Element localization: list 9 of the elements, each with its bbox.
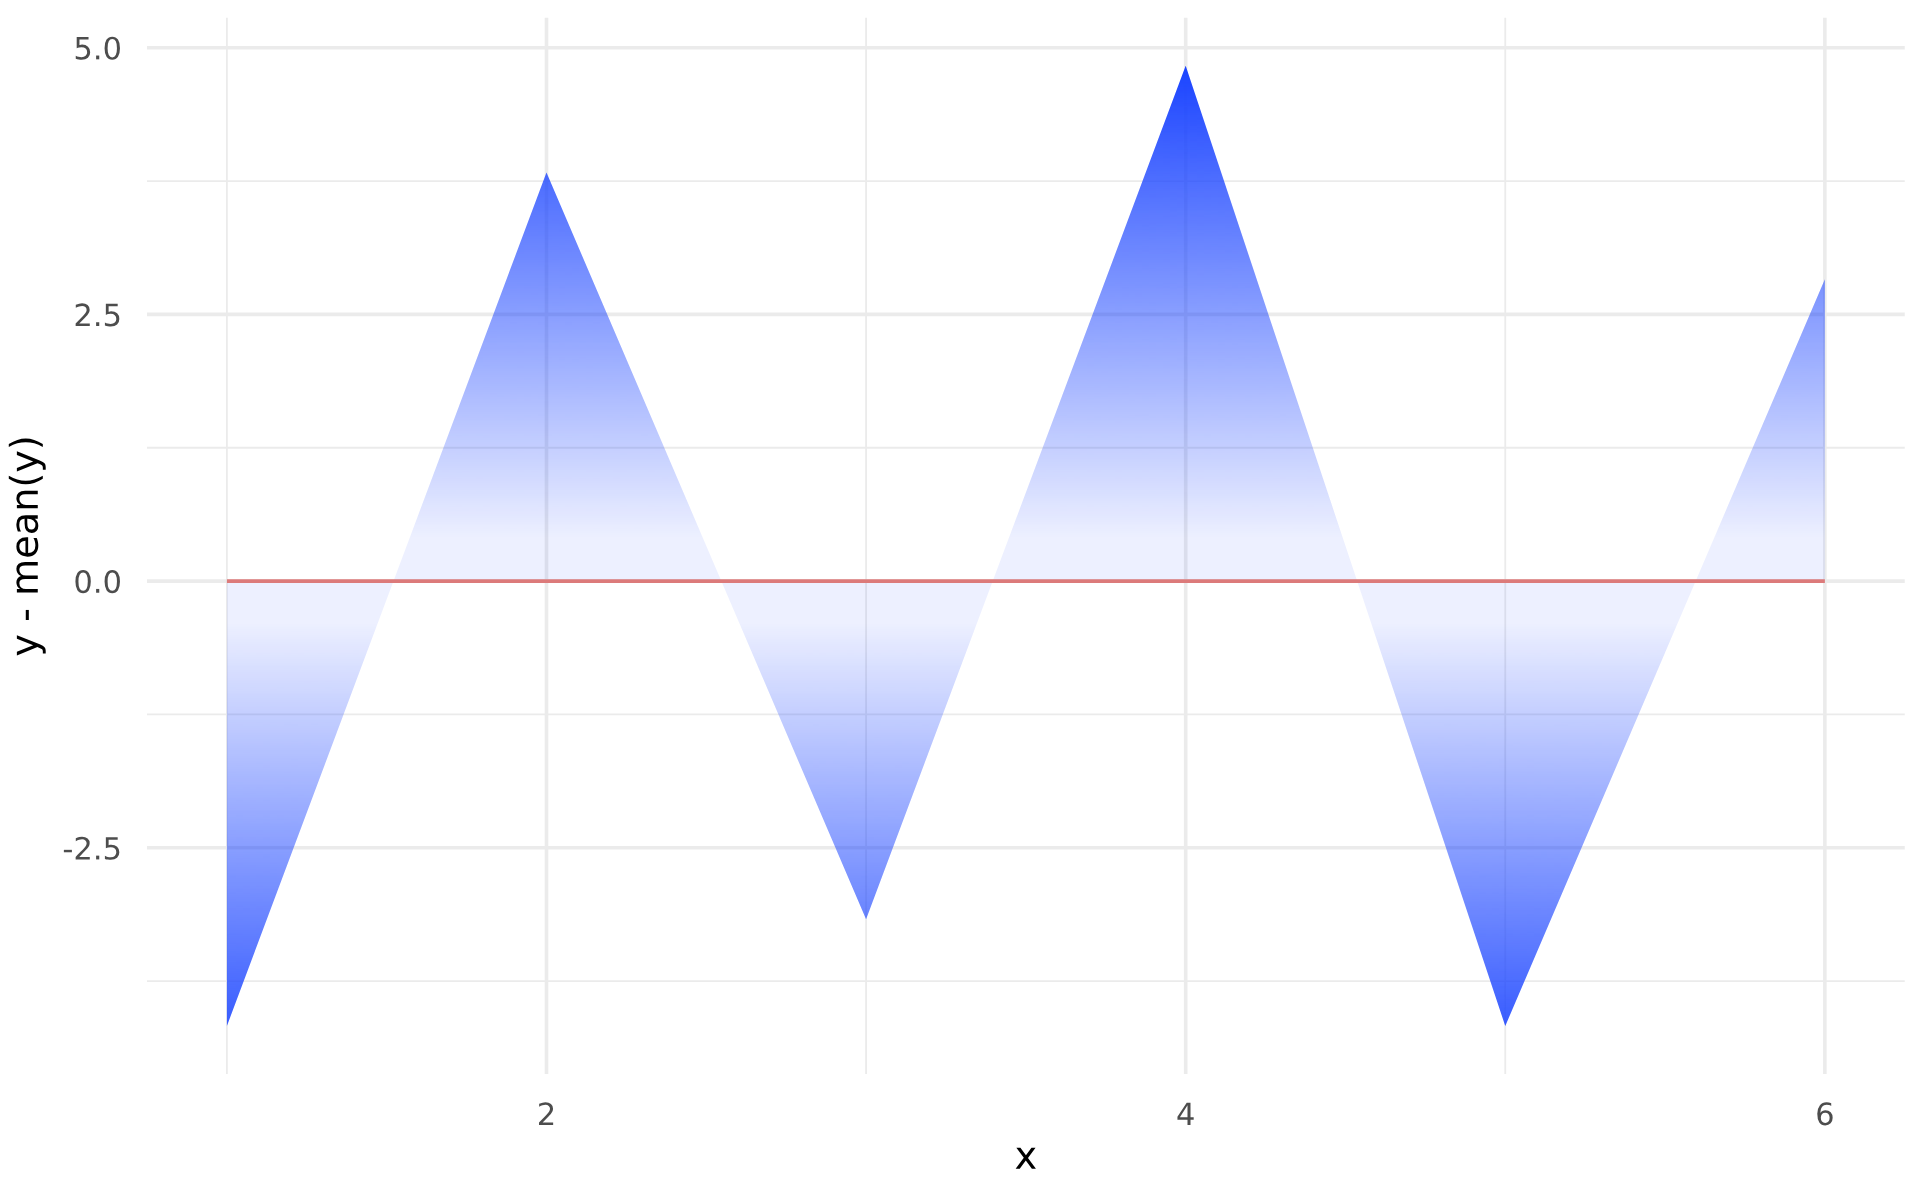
y-tick-label: 5.0 <box>75 36 120 60</box>
y-tick-label: 0.0 <box>75 570 120 594</box>
y-tick-label: 2.5 <box>75 303 120 327</box>
y-tick-label: -2.5 <box>63 836 120 860</box>
y-axis-title: y - mean(y) <box>8 438 46 656</box>
x-tick-label: 2 <box>539 1102 554 1125</box>
x-axis-title: x <box>1015 1147 1036 1169</box>
x-tick-label: 6 <box>1817 1102 1833 1126</box>
x-tick-label: 4 <box>1177 1102 1194 1125</box>
